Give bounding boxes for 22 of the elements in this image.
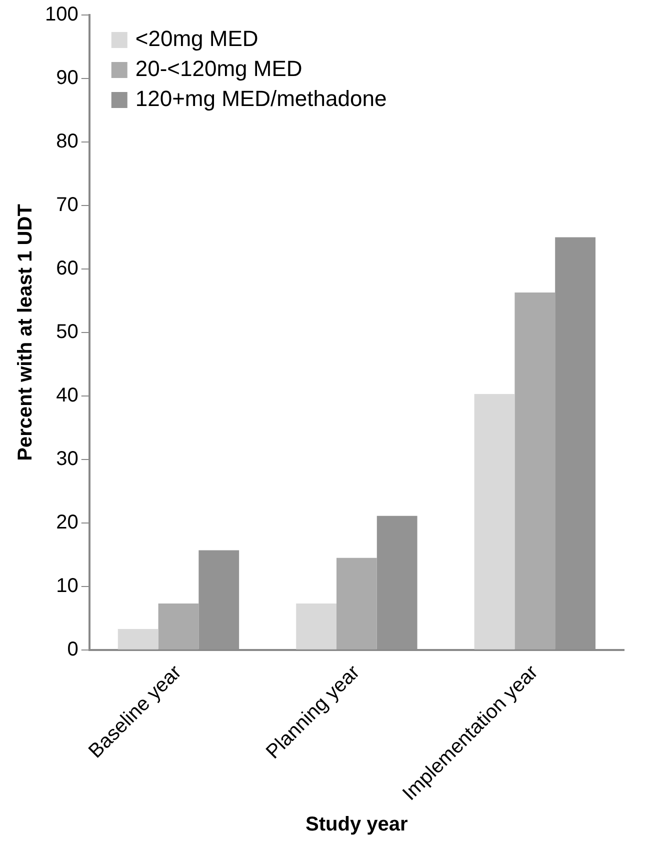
bar	[474, 394, 515, 650]
bar	[296, 604, 336, 650]
y-tick-label: 30	[56, 448, 78, 470]
y-tick-label: 20	[56, 511, 78, 534]
y-tick-label: 70	[56, 194, 78, 216]
y-tick-label: 50	[56, 320, 78, 343]
y-tick-label: 90	[56, 67, 78, 90]
bar	[158, 604, 199, 650]
legend-label: 20-<120mg MED	[135, 56, 302, 82]
y-tick-label: 60	[56, 257, 78, 280]
y-axis-title: Percent with at least 1 UDT	[14, 204, 37, 461]
x-axis-title: Study year	[306, 814, 408, 836]
y-tick-label: 40	[56, 384, 78, 406]
bar	[336, 558, 377, 650]
bar	[118, 628, 158, 650]
y-tick-label: 100	[44, 4, 78, 26]
y-tick-label: 10	[56, 574, 78, 597]
y-tick-label: 0	[67, 638, 78, 660]
bar	[514, 292, 556, 650]
legend-label: <20mg MED	[135, 26, 258, 52]
y-tick-label: 80	[56, 130, 78, 152]
legend-label: 120+mg MED/methadone	[135, 86, 387, 112]
